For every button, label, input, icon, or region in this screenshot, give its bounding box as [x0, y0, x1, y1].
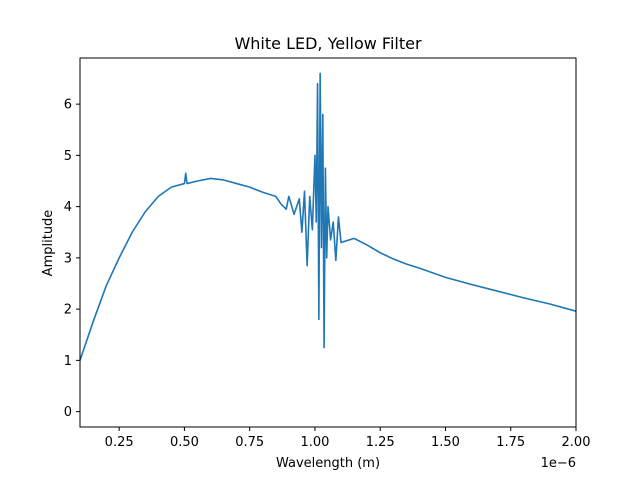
x-tick-label: 1.00	[300, 435, 329, 450]
chart-title: White LED, Yellow Filter	[234, 34, 422, 53]
x-tick-label: 2.00	[562, 435, 591, 450]
x-axis-label: Wavelength (m)	[276, 456, 380, 471]
y-axis-label: Amplitude	[41, 210, 56, 277]
y-tick-label: 1	[64, 354, 72, 369]
x-tick-label: 1.50	[431, 435, 460, 450]
x-tick-label: 0.75	[235, 435, 264, 450]
y-tick-label: 4	[64, 200, 72, 215]
y-tick-label: 3	[64, 251, 72, 266]
x-tick-label: 1.75	[496, 435, 525, 450]
y-axis: 0 1 2 3 4 5 6	[64, 98, 80, 420]
x-tick-label: 0.25	[105, 435, 134, 450]
y-tick-label: 6	[64, 98, 72, 113]
x-tick-label: 0.50	[170, 435, 199, 450]
y-tick-label: 2	[64, 303, 72, 318]
axes-frame	[79, 57, 577, 428]
x-tick-label: 1.25	[366, 435, 395, 450]
series-line-0	[79, 72, 577, 361]
y-tick-label: 0	[64, 405, 72, 420]
y-tick-label: 5	[64, 149, 72, 164]
plot-area	[79, 72, 577, 361]
x-axis-offset-label: 1e−6	[541, 456, 576, 471]
x-axis: 0.25 0.50 0.75 1.00 1.25 1.50 1.75 2.00	[105, 427, 591, 450]
